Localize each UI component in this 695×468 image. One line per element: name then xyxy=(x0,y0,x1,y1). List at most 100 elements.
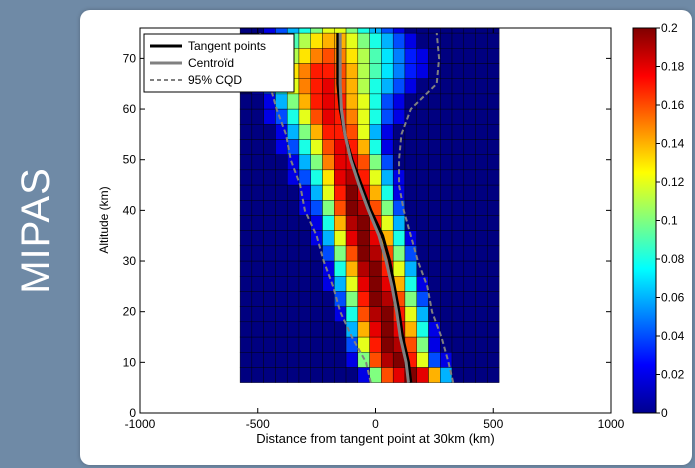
heatmap-cell xyxy=(251,245,264,262)
heatmap-cell xyxy=(345,200,359,216)
heatmap-cell xyxy=(286,245,300,262)
heatmap-cell xyxy=(428,169,441,186)
heatmap-cell xyxy=(451,124,465,140)
heatmap-cell xyxy=(381,139,394,155)
heatmap-cell xyxy=(357,321,370,338)
heatmap-cell xyxy=(263,184,276,201)
heatmap-cell xyxy=(357,260,370,277)
heatmap-cell xyxy=(275,245,288,262)
y-tick-label: 30 xyxy=(123,254,137,268)
heatmap-cell xyxy=(310,93,323,110)
heatmap-cell xyxy=(263,108,276,125)
heatmap-cell xyxy=(345,367,359,383)
heatmap-cell xyxy=(428,139,441,155)
heatmap-cell xyxy=(451,215,465,231)
heatmap-cell xyxy=(322,48,335,64)
heatmap-cell xyxy=(275,93,288,110)
heatmap-cell xyxy=(451,154,465,171)
heatmap-cell xyxy=(463,336,476,353)
side-label: MIPAS xyxy=(6,115,66,345)
heatmap-cell xyxy=(369,367,382,383)
heatmap-cell xyxy=(263,230,276,247)
heatmap-cell xyxy=(334,215,347,231)
heatmap-cell xyxy=(451,28,465,34)
heatmap-cell xyxy=(357,32,370,49)
heatmap-cell xyxy=(286,336,300,353)
colorbar-tick-label: 0.2 xyxy=(661,21,678,35)
heatmap-cell xyxy=(404,276,417,292)
heatmap-cell xyxy=(275,215,288,231)
heatmap-cell xyxy=(463,276,476,292)
heatmap-cell xyxy=(463,139,476,155)
heatmap-cell xyxy=(251,215,264,231)
heatmap-cell xyxy=(487,154,500,171)
heatmap-cell xyxy=(416,169,429,186)
heatmap-cell xyxy=(428,93,441,110)
heatmap-cell xyxy=(381,78,394,95)
heatmap-cell xyxy=(298,367,311,383)
heatmap-cell xyxy=(369,276,382,292)
colorbar-ticks: 0 0.02 0.04 0.06 0.08 0.1 0.12 0.14 0.16 0.18 0.2 xyxy=(656,21,685,420)
heatmap-cell xyxy=(310,48,323,64)
heatmap-cell xyxy=(475,124,488,140)
heatmap-cell xyxy=(381,28,394,34)
centroid-line xyxy=(338,33,410,383)
heatmap-cell xyxy=(475,48,488,64)
heatmap-cell xyxy=(345,184,359,201)
heatmap-cell xyxy=(286,28,300,34)
heatmap-cell xyxy=(475,32,488,49)
y-axis-label: Altitude (km) xyxy=(97,186,111,253)
heatmap-cell xyxy=(298,48,311,64)
heatmap-cell xyxy=(286,291,300,307)
heatmap-cell xyxy=(275,154,288,171)
heatmap-cell xyxy=(263,276,276,292)
heatmap-cell xyxy=(239,291,253,307)
heatmap-cell xyxy=(357,367,370,383)
heatmap-cell xyxy=(310,200,323,216)
heatmap-cell xyxy=(416,291,429,307)
colorbar-tick-label: 0 xyxy=(661,406,668,420)
heatmap-cell xyxy=(251,93,264,110)
colorbar xyxy=(632,27,657,414)
heatmap-cell xyxy=(416,48,429,64)
heatmap-cell xyxy=(487,184,500,201)
heatmap-cell xyxy=(263,367,276,383)
heatmap-cell xyxy=(428,154,441,171)
heatmap-cell xyxy=(298,32,311,49)
heatmap-cell xyxy=(310,352,323,368)
heatmap-cell xyxy=(322,169,335,186)
heatmap-cell xyxy=(416,108,429,125)
heatmap-cell xyxy=(392,78,406,95)
heatmap-cell xyxy=(322,63,335,79)
heatmap-cell xyxy=(357,78,370,95)
colorbar-tick-label: 0.1 xyxy=(661,214,678,228)
heatmap-cell xyxy=(369,32,382,49)
heatmap-cell xyxy=(451,184,465,201)
heatmap-cell xyxy=(310,321,323,338)
heatmap-cell xyxy=(440,321,453,338)
colorbar-tick-label: 0.04 xyxy=(661,329,685,343)
heatmap-cell xyxy=(322,336,335,353)
heatmap-cell xyxy=(275,184,288,201)
heatmap-cell xyxy=(381,336,394,353)
colorbar-tick-label: 0.18 xyxy=(661,60,685,74)
heatmap-cell xyxy=(345,230,359,247)
heatmap-cell xyxy=(263,169,276,186)
heatmap-cell xyxy=(381,352,394,368)
y-tick-label: 50 xyxy=(123,153,137,167)
heatmap-cell xyxy=(416,93,429,110)
heatmap-cell xyxy=(428,230,441,247)
heatmap-cell xyxy=(404,93,417,110)
heatmap-cell xyxy=(451,336,465,353)
heatmap-cell xyxy=(392,215,406,231)
heatmap-cell xyxy=(239,108,253,125)
heatmap-cell xyxy=(440,260,453,277)
heatmap-cell xyxy=(275,200,288,216)
heatmap-cell xyxy=(381,291,394,307)
heatmap-cell xyxy=(298,291,311,307)
heatmap-cell xyxy=(310,184,323,201)
heatmap-cell xyxy=(381,108,394,125)
heatmap-cell xyxy=(381,184,394,201)
heatmap-cell xyxy=(428,260,441,277)
heatmap-cell xyxy=(451,367,465,383)
